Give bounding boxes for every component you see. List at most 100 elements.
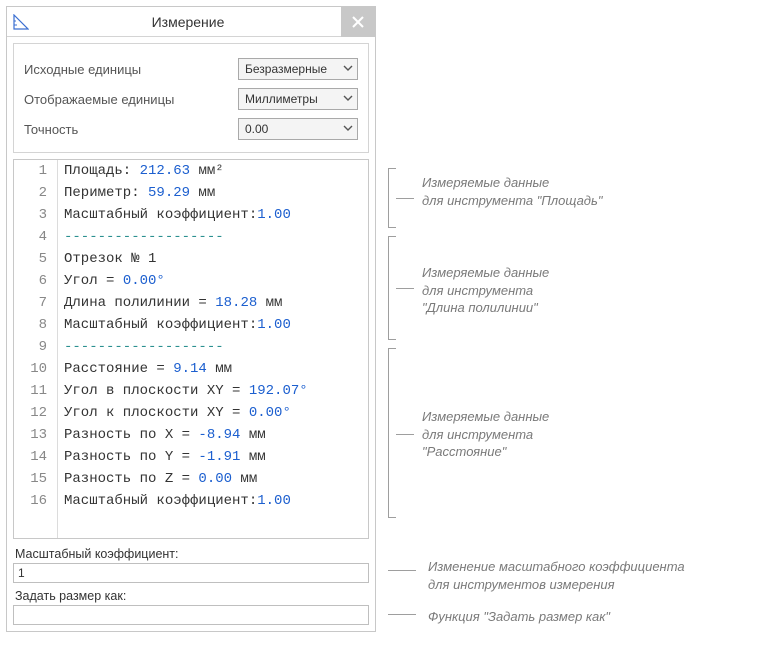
measure-value: 59.29: [148, 185, 190, 201]
set-size-input[interactable]: [13, 605, 369, 625]
precision-select[interactable]: 0.00: [238, 118, 358, 140]
code-line: 13Разность по X = -8.94 мм: [14, 424, 368, 446]
code-tail: [14, 512, 368, 538]
measure-label: мм²: [190, 163, 224, 179]
line-content: Масштабный коэффициент:1.00: [58, 490, 291, 512]
annotation-connector: [388, 614, 416, 615]
line-content: Отрезок № 1: [58, 248, 156, 270]
annotation-bracket: [388, 168, 396, 228]
measure-label: Масштабный коэффициент:: [64, 207, 257, 223]
line-content: Разность по X = -8.94 мм: [58, 424, 266, 446]
annotation-text: Измеряемые данные для инструмента "Расст…: [422, 408, 549, 461]
code-line: 10Расстояние = 9.14 мм: [14, 358, 368, 380]
line-number: 8: [14, 314, 58, 336]
settings-row: Исходные единицыБезразмерные: [24, 54, 358, 84]
measure-label: мм: [257, 295, 282, 311]
measure-label: Разность по Z =: [64, 471, 198, 487]
annotation-text: Измеряемые данные для инструмента "Площа…: [422, 174, 602, 209]
line-number: 3: [14, 204, 58, 226]
measure-label: Периметр:: [64, 185, 148, 201]
annotation-bracket: [388, 348, 396, 518]
line-number: 15: [14, 468, 58, 490]
annotation-connector: [396, 434, 414, 435]
measure-value: 0.00°: [249, 405, 291, 421]
line-content: Расстояние = 9.14 мм: [58, 358, 232, 380]
line-content: [58, 512, 64, 538]
line-content: Разность по Y = -1.91 мм: [58, 446, 266, 468]
line-number: 14: [14, 446, 58, 468]
line-number: 1: [14, 160, 58, 182]
source-units-select[interactable]: Безразмерные: [238, 58, 358, 80]
code-line: 6Угол = 0.00°: [14, 270, 368, 292]
set-size-label: Задать размер как:: [13, 587, 369, 605]
measure-label: мм: [240, 427, 265, 443]
scale-factor-label: Масштабный коэффициент:: [13, 545, 369, 563]
line-content: Площадь: 212.63 мм²: [58, 160, 224, 182]
annotation-text: Измеряемые данные для инструмента "Длина…: [422, 264, 549, 317]
line-number: 6: [14, 270, 58, 292]
measure-value: 192.07°: [249, 383, 308, 399]
measure-value: 212.63: [140, 163, 190, 179]
measure-value: 0.00°: [123, 273, 165, 289]
chevron-down-icon: [343, 62, 353, 76]
measure-label: мм: [232, 471, 257, 487]
annotation-connector: [388, 570, 416, 571]
select-value: Безразмерные: [245, 62, 327, 76]
line-content: Угол к плоскости XY = 0.00°: [58, 402, 291, 424]
line-number: 12: [14, 402, 58, 424]
line-content: Периметр: 59.29 мм: [58, 182, 215, 204]
annotation-text: Функция "Задать размер как": [428, 608, 610, 626]
separator: -------------------: [64, 339, 224, 355]
code-line: 15Разность по Z = 0.00 мм: [14, 468, 368, 490]
annotation-connector: [396, 288, 414, 289]
titlebar: Измерение: [7, 7, 375, 37]
line-number: 2: [14, 182, 58, 204]
code-line: 3Масштабный коэффициент:1.00: [14, 204, 368, 226]
display-units-select[interactable]: Миллиметры: [238, 88, 358, 110]
settings-block: Исходные единицыБезразмерныеОтображаемые…: [13, 43, 369, 153]
measure-label: Угол к плоскости XY =: [64, 405, 249, 421]
settings-label: Точность: [24, 122, 238, 137]
measure-value: -8.94: [198, 427, 240, 443]
measure-label: Площадь:: [64, 163, 140, 179]
measure-label: Расстояние =: [64, 361, 173, 377]
line-content: -------------------: [58, 226, 224, 248]
line-number: 9: [14, 336, 58, 358]
code-line: 14Разность по Y = -1.91 мм: [14, 446, 368, 468]
settings-row: Отображаемые единицы Миллиметры: [24, 84, 358, 114]
measure-label: Угол в плоскости XY =: [64, 383, 249, 399]
window-title: Измерение: [35, 14, 341, 30]
close-button[interactable]: [341, 7, 375, 37]
code-line: 9 -------------------: [14, 336, 368, 358]
line-content: -------------------: [58, 336, 224, 358]
scale-factor-input[interactable]: [13, 563, 369, 583]
measure-label: Отрезок № 1: [64, 251, 156, 267]
annotation-text: Изменение масштабного коэффициента для и…: [428, 558, 685, 593]
chevron-down-icon: [343, 92, 353, 106]
line-content: Угол = 0.00°: [58, 270, 165, 292]
line-content: Угол в плоскости XY = 192.07°: [58, 380, 308, 402]
measure-label: Масштабный коэффициент:: [64, 317, 257, 333]
separator: -------------------: [64, 229, 224, 245]
line-number: 16: [14, 490, 58, 512]
line-content: Длина полилинии = 18.28 мм: [58, 292, 282, 314]
measure-label: Угол =: [64, 273, 123, 289]
line-number: 4: [14, 226, 58, 248]
measure-label: мм: [190, 185, 215, 201]
measure-value: 1.00: [257, 493, 291, 509]
code-line: 2Периметр: 59.29 мм: [14, 182, 368, 204]
line-content: Масштабный коэффициент:1.00: [58, 204, 291, 226]
line-number: 11: [14, 380, 58, 402]
line-content: Масштабный коэффициент:1.00: [58, 314, 291, 336]
code-line: 1Площадь: 212.63 мм²: [14, 160, 368, 182]
measure-value: -1.91: [198, 449, 240, 465]
code-line: 5Отрезок № 1: [14, 248, 368, 270]
settings-label: Отображаемые единицы: [24, 92, 238, 107]
code-line: 16Масштабный коэффициент:1.00: [14, 490, 368, 512]
annotation-connector: [396, 198, 414, 199]
select-value: Миллиметры: [245, 92, 318, 106]
annotation-column: Измеряемые данные для инструмента "Площа…: [388, 6, 748, 636]
code-line: 11Угол в плоскости XY = 192.07°: [14, 380, 368, 402]
settings-row: Точность0.00: [24, 114, 358, 144]
bottom-block: Масштабный коэффициент: Задать размер ка…: [13, 545, 369, 625]
